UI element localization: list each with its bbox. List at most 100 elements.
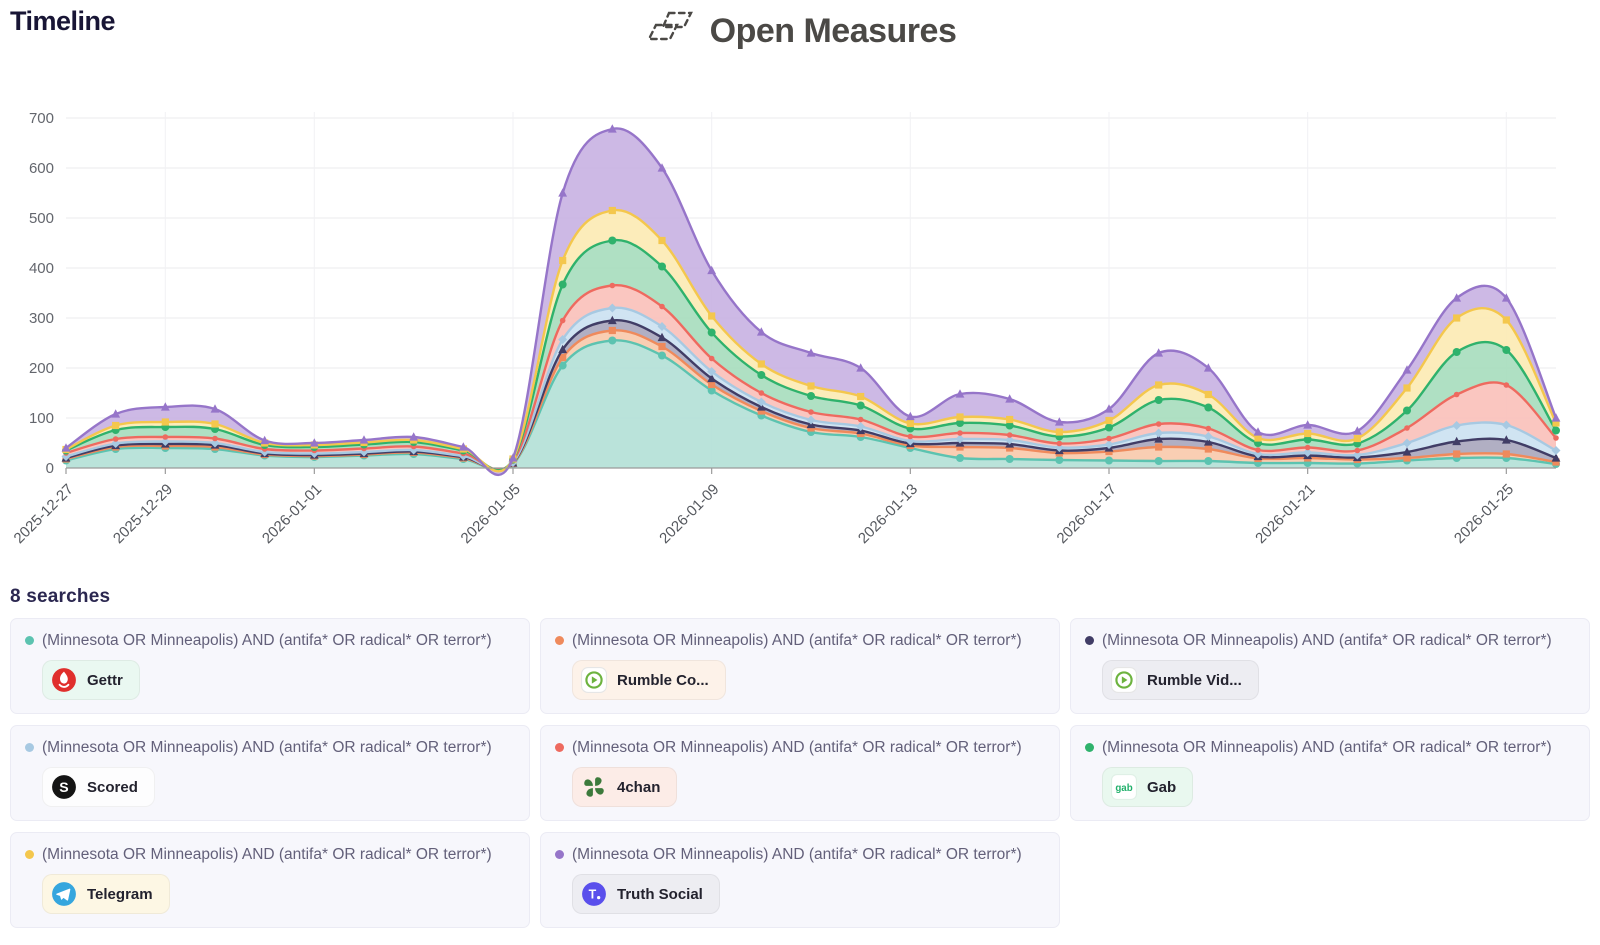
y-tick-label: 500 xyxy=(29,210,54,227)
marker xyxy=(1253,449,1263,459)
marker xyxy=(1105,456,1113,465)
timeline-chart[interactable]: 0 100 200 300 400 500 600 700 2025-12-27 2025-12-… xyxy=(0,82,1600,564)
marker xyxy=(1105,423,1113,432)
marker xyxy=(1402,447,1412,456)
open-measures-logo-icon xyxy=(644,8,698,55)
platform-label: Telegram xyxy=(87,885,153,903)
marker xyxy=(1255,447,1261,453)
marker xyxy=(1552,458,1560,466)
marker xyxy=(260,435,270,445)
search-query: (Minnesota OR Minneapolis) AND (antifa* … xyxy=(572,846,1022,864)
marker xyxy=(1155,381,1163,389)
marker xyxy=(112,421,120,430)
marker xyxy=(1501,420,1511,430)
marker xyxy=(1453,391,1460,398)
search-query: (Minnesota OR Minneapolis) AND (antifa* … xyxy=(1102,739,1552,757)
marker xyxy=(657,332,667,342)
marker xyxy=(212,435,218,442)
x-tick-label: 2026-01-05 xyxy=(458,481,524,547)
marker xyxy=(856,401,865,410)
marker xyxy=(211,420,219,428)
platform-label: Rumble Vid... xyxy=(1147,671,1242,689)
marker xyxy=(1204,445,1212,453)
y-tick-label: 200 xyxy=(29,360,54,377)
platform-badge-scored[interactable]: S Scored xyxy=(42,767,155,808)
marker xyxy=(1304,429,1312,438)
marker xyxy=(1353,434,1361,443)
marker xyxy=(756,327,766,336)
query-row: (Minnesota OR Minneapolis) AND (antifa* … xyxy=(1085,631,1575,651)
search-query: (Minnesota OR Minneapolis) AND (antifa* … xyxy=(1102,632,1552,649)
marker xyxy=(1502,346,1511,354)
marker xyxy=(707,367,717,376)
gettr-icon xyxy=(51,667,77,693)
marker xyxy=(1006,432,1013,438)
marker xyxy=(1551,413,1561,422)
marker xyxy=(607,303,617,313)
marker xyxy=(1104,440,1114,449)
marker xyxy=(458,442,468,451)
marker xyxy=(1055,428,1063,436)
marker xyxy=(111,409,121,418)
marker xyxy=(1303,435,1312,444)
marker xyxy=(1452,293,1462,302)
platform-badge-gettr[interactable]: Gettr xyxy=(42,660,140,701)
platform-badge-rumble-co-[interactable]: Rumble Co... xyxy=(572,660,726,701)
header: Timeline Open Measures xyxy=(0,0,1600,62)
marker xyxy=(1551,446,1561,455)
marker xyxy=(808,409,814,415)
marker xyxy=(160,402,170,411)
series-line-truth-social xyxy=(61,124,1561,477)
platform-badge-rumble-vid-[interactable]: Rumble Vid... xyxy=(1102,660,1259,701)
series-color-dot xyxy=(25,743,34,753)
y-tick-label: 0 xyxy=(46,460,54,477)
marker xyxy=(558,335,568,344)
timeline-chart-svg: 0 100 200 300 400 500 600 700 2025-12-27 2025-12-… xyxy=(11,110,1561,547)
marker xyxy=(1253,427,1263,436)
marker xyxy=(409,432,419,441)
marker xyxy=(1104,404,1114,413)
marker xyxy=(657,322,667,331)
marker xyxy=(1006,444,1014,452)
truth-icon: T xyxy=(581,881,607,907)
platform-badge-truth-social[interactable]: T Truth Social xyxy=(572,874,720,915)
marker xyxy=(1552,426,1560,435)
search-card: (Minnesota OR Minneapolis) AND (antifa* … xyxy=(540,832,1060,929)
marker xyxy=(1403,454,1411,462)
telegram-icon xyxy=(51,881,77,907)
marker xyxy=(1501,293,1511,302)
svg-text:T: T xyxy=(589,888,597,902)
marker xyxy=(1552,419,1560,427)
marker xyxy=(757,371,766,379)
marker xyxy=(1054,417,1064,426)
series-line-scored xyxy=(61,303,1561,472)
marker xyxy=(658,342,666,351)
x-tick-label: 2025-12-27 xyxy=(11,481,77,547)
marker xyxy=(658,236,666,245)
marker xyxy=(608,336,617,345)
marker xyxy=(558,280,567,289)
marker xyxy=(707,386,716,395)
marker xyxy=(508,453,518,462)
search-query: (Minnesota OR Minneapolis) AND (antifa* … xyxy=(572,739,1022,757)
marker xyxy=(1452,436,1462,446)
series-line-gab xyxy=(62,236,1560,472)
line xyxy=(65,127,1558,477)
marker xyxy=(559,353,567,362)
x-tick-label: 2026-01-01 xyxy=(259,481,325,547)
platform-badge-4chan[interactable]: 4chan xyxy=(572,767,678,808)
platform-label: Gab xyxy=(1147,778,1177,796)
marker xyxy=(1006,415,1014,424)
marker xyxy=(1203,437,1213,446)
platform-label: 4chan xyxy=(617,778,661,796)
marker xyxy=(1204,403,1213,412)
search-query: (Minnesota OR Minneapolis) AND (antifa* … xyxy=(42,739,492,757)
marker xyxy=(1453,314,1461,322)
marker xyxy=(1502,316,1510,324)
search-card: (Minnesota OR Minneapolis) AND (antifa* … xyxy=(540,618,1060,715)
series-color-dot xyxy=(1085,743,1094,753)
platform-badge-telegram[interactable]: Telegram xyxy=(42,874,170,915)
marker xyxy=(1105,416,1113,425)
platform-badge-gab[interactable]: gab Gab xyxy=(1102,767,1194,808)
search-card: (Minnesota OR Minneapolis) AND (antifa* … xyxy=(1070,725,1590,822)
